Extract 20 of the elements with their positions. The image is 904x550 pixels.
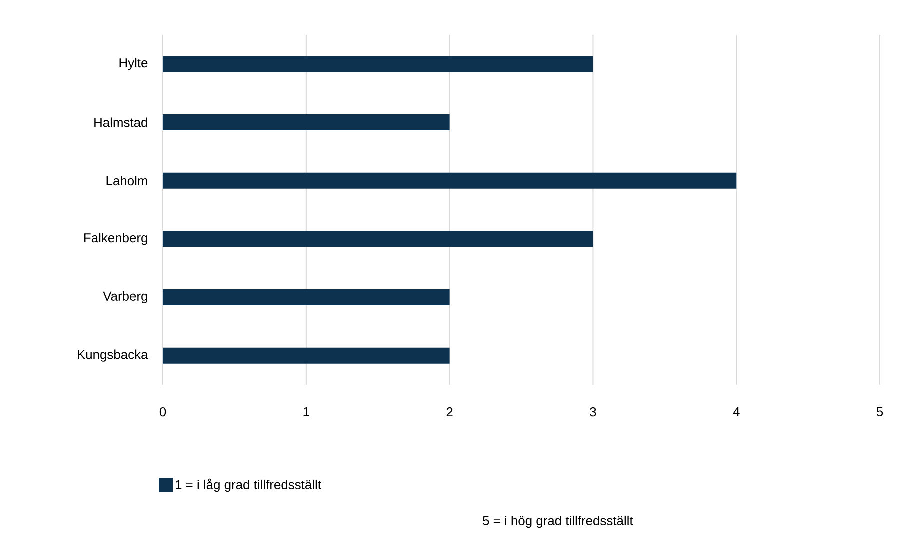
text: 5 = i hög grad tillfredsställt <box>483 516 634 528</box>
bar <box>163 56 594 72</box>
bar <box>163 114 450 130</box>
x-tick-label: 0 <box>160 408 166 417</box>
y-tick-label: Halmstad <box>94 118 148 128</box>
x-tick-label: 5 <box>876 408 884 417</box>
y-tick-label: Falkenberg <box>84 233 148 246</box>
x-tick-label: 3 <box>590 408 596 417</box>
bar <box>163 231 594 248</box>
y-tick-label: Laholm <box>106 176 148 186</box>
x-tick-label: 1 <box>304 408 310 416</box>
y-tick-label: Hylte <box>120 58 148 70</box>
bar <box>163 348 450 364</box>
bar <box>163 172 737 189</box>
legend-label: 1 = i låg grad tillfredsställt <box>176 478 322 492</box>
x-tick-label: 2 <box>446 408 453 417</box>
x-tick-label: 4 <box>733 408 740 416</box>
y-tick-label: Varberg <box>103 291 148 304</box>
bar <box>163 289 450 306</box>
y-tick-label: Kungsbacka <box>78 350 148 362</box>
